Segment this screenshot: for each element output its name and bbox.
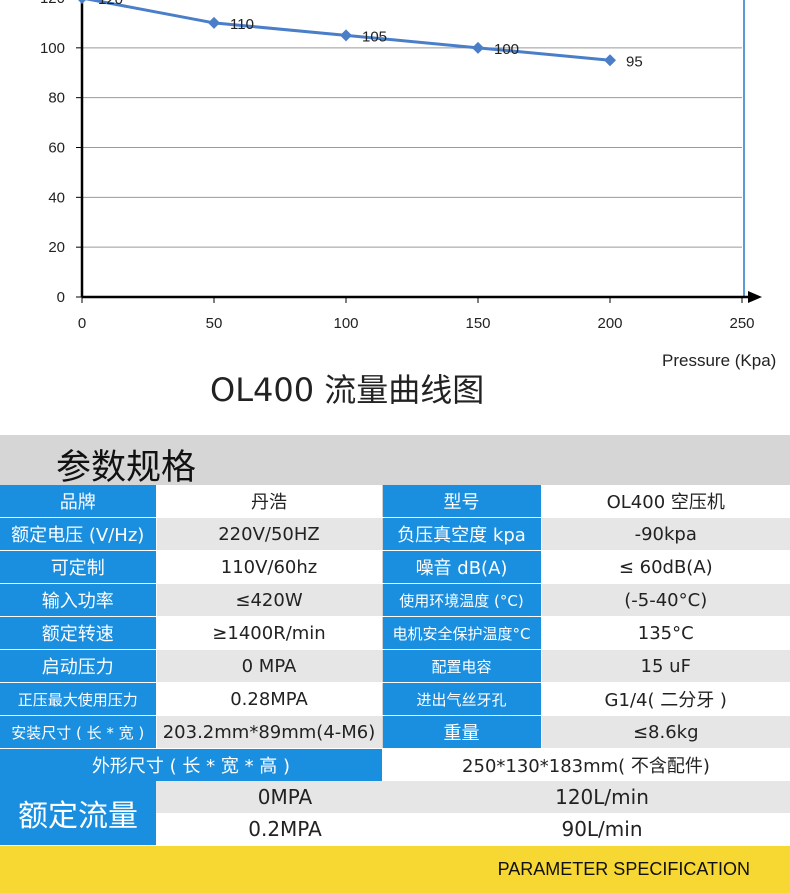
spec-value: 110V/60hz	[156, 550, 383, 584]
spec-label: 重量	[382, 715, 542, 749]
spec-value: (-5-40°C)	[541, 583, 790, 617]
params-header: 参数规格	[0, 435, 790, 488]
y-tick-label: 0	[57, 289, 65, 306]
spec-label: 进出气丝牙孔	[382, 682, 542, 716]
outline-label: 外形尺寸 ( 长 * 宽 * 高 )	[0, 748, 382, 782]
footer-text: PARAMETER SPECIFICATION	[497, 859, 750, 879]
table-row: 额定电压 (V/Hz) 220V/50HZ 负压真空度 kpa -90kpa	[0, 517, 790, 551]
spec-value: ≤8.6kg	[541, 715, 790, 749]
table-row: 正压最大使用压力 0.28MPA 进出气丝牙孔 G1/4( 二分牙 )	[0, 682, 790, 716]
flow-table: 额定流量 0MPA 120L/min 0.2MPA 90L/min	[0, 781, 790, 845]
spec-label: 负压真空度 kpa	[382, 517, 542, 551]
spec-value: G1/4( 二分牙 )	[541, 682, 790, 716]
x-axis-arrow	[748, 291, 762, 303]
spec-value: 15 uF	[541, 649, 790, 683]
flow-label: 额定流量	[0, 781, 156, 845]
spec-value: OL400 空压机	[541, 485, 790, 518]
x-tick-label: 250	[729, 315, 754, 332]
y-tick-label: 120	[40, 0, 65, 7]
spec-value: 135°C	[541, 616, 790, 650]
footer-banner: PARAMETER SPECIFICATION	[0, 846, 790, 893]
data-point	[78, 0, 86, 4]
y-tick-label: 80	[48, 90, 65, 107]
flow-chart: 0 20 40 60 80 100 120 0 50 100 150 200 250 120 110 105…	[0, 0, 790, 433]
spec-label: 安装尺寸 ( 长 * 宽 )	[0, 715, 157, 749]
spec-value: 丹浩	[156, 485, 383, 518]
spec-label: 额定转速	[0, 616, 157, 650]
flow-pressure: 0MPA	[156, 781, 414, 813]
chart-title: OL400 流量曲线图	[210, 371, 484, 409]
flow-row: 0.2MPA 90L/min	[0, 813, 790, 845]
spec-value: 0.28MPA	[156, 682, 383, 716]
table-row: 额定转速 ≥1400R/min 电机安全保护温度°C 135°C	[0, 616, 790, 650]
data-point	[472, 41, 484, 54]
x-axis-label: Pressure (Kpa)	[662, 351, 776, 370]
data-label: 105	[362, 28, 387, 45]
spec-table: 品牌 丹浩 型号 OL400 空压机 额定电压 (V/Hz) 220V/50HZ 负压真空度…	[0, 485, 790, 782]
spec-label: 品牌	[0, 485, 157, 518]
table-row: 品牌 丹浩 型号 OL400 空压机	[0, 485, 790, 518]
x-tick-label: 150	[465, 315, 490, 332]
spec-label: 配置电容	[382, 649, 542, 683]
spec-value: 220V/50HZ	[156, 517, 383, 551]
spec-label: 额定电压 (V/Hz)	[0, 517, 157, 551]
y-tick-label: 40	[48, 189, 65, 206]
spec-label: 型号	[382, 485, 542, 518]
spec-value: ≤ 60dB(A)	[541, 550, 790, 584]
spec-value: 0 MPA	[156, 649, 383, 683]
flow-value: 90L/min	[414, 813, 790, 845]
spec-value: -90kpa	[541, 517, 790, 551]
data-label: 110	[230, 16, 254, 33]
x-tick-label: 0	[78, 315, 86, 332]
data-label: 95	[626, 53, 643, 70]
data-label: 100	[494, 41, 519, 58]
x-tick-label: 100	[333, 315, 358, 332]
spec-value: ≥1400R/min	[156, 616, 383, 650]
y-tick-label: 20	[48, 239, 65, 256]
flow-row: 额定流量 0MPA 120L/min	[0, 781, 790, 845]
data-label: 120	[98, 0, 123, 8]
flow-pressure: 0.2MPA	[156, 813, 414, 845]
spec-label: 噪音 dB(A)	[382, 550, 542, 584]
table-row: 启动压力 0 MPA 配置电容 15 uF	[0, 649, 790, 683]
table-row: 安装尺寸 ( 长 * 宽 ) 203.2mm*89mm(4-M6) 重量 ≤8.6kg	[0, 715, 790, 749]
table-row-outline: 外形尺寸 ( 长 * 宽 * 高 ) 250*130*183mm( 不含配件)	[0, 748, 790, 782]
spec-label: 电机安全保护温度°C	[382, 616, 542, 650]
spec-value: 203.2mm*89mm(4-M6)	[156, 715, 383, 749]
flow-value: 120L/min	[414, 781, 790, 813]
y-tick-label: 100	[40, 40, 65, 57]
data-point	[340, 29, 352, 42]
table-row: 输入功率 ≤420W 使用环境温度 (°C) (-5-40°C)	[0, 583, 790, 617]
x-tick-label: 200	[597, 315, 622, 332]
spec-label: 可定制	[0, 550, 157, 584]
spec-value: ≤420W	[156, 583, 383, 617]
spec-label: 输入功率	[0, 583, 157, 617]
params-title: 参数规格	[56, 448, 197, 488]
data-point	[604, 54, 616, 67]
data-point	[208, 16, 220, 29]
spec-label: 正压最大使用压力	[0, 682, 157, 716]
table-row: 可定制 110V/60hz 噪音 dB(A) ≤ 60dB(A)	[0, 550, 790, 584]
spec-label: 使用环境温度 (°C)	[382, 583, 542, 617]
x-tick-label: 50	[206, 315, 223, 332]
y-tick-label: 60	[48, 140, 65, 157]
spec-label: 启动压力	[0, 649, 157, 683]
outline-value: 250*130*183mm( 不含配件)	[382, 748, 790, 782]
chart-svg: 0 20 40 60 80 100 120 0 50 100 150 200 250 120 110 105…	[40, 0, 776, 409]
